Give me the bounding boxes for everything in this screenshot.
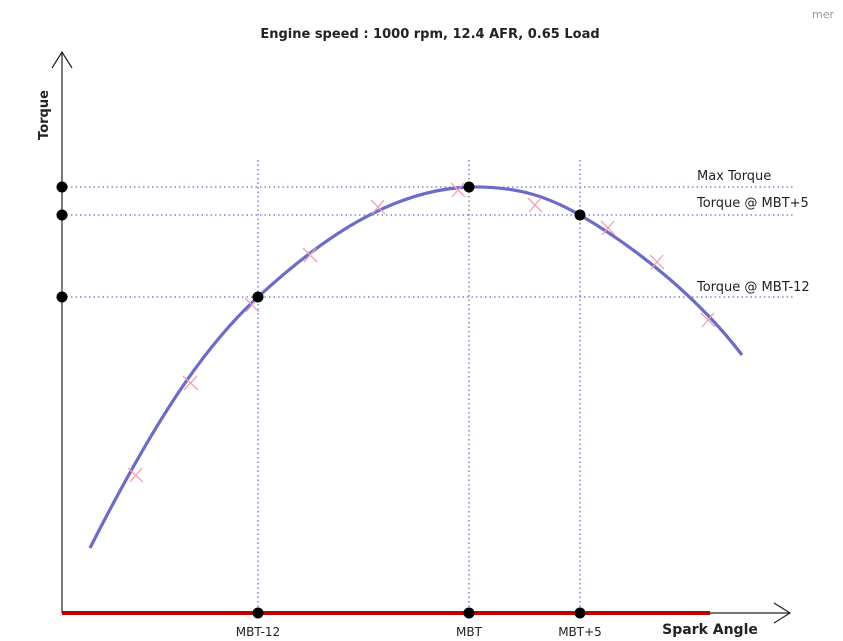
- point: [463, 607, 475, 619]
- y-arrow: [51, 50, 73, 69]
- points: [56, 181, 586, 619]
- x-axis-label: Spark Angle: [662, 622, 758, 638]
- corner-text: mer: [812, 8, 834, 21]
- curve-ticks: [127, 182, 716, 483]
- point: [252, 607, 264, 619]
- tick: [302, 247, 318, 263]
- tick: [700, 312, 716, 328]
- x-arrow: [773, 602, 792, 624]
- guide-lines: [62, 160, 795, 613]
- tick: [600, 220, 616, 236]
- x-marker-label: MBT-12: [236, 625, 280, 639]
- y-axis-label: Torque: [37, 90, 52, 140]
- tick: [649, 254, 665, 270]
- point: [574, 607, 586, 619]
- ref-label: Max Torque: [697, 169, 771, 184]
- torque-curve: [88, 185, 744, 549]
- tick: [450, 182, 466, 198]
- point: [56, 209, 68, 221]
- point: [463, 181, 475, 193]
- x-marker-label: MBT+5: [558, 625, 602, 639]
- point: [56, 291, 68, 303]
- tick: [182, 375, 199, 391]
- axes: [51, 50, 792, 624]
- point: [56, 181, 68, 193]
- ref-label: Torque @ MBT+5: [696, 196, 809, 211]
- x-marker-label: MBT: [456, 625, 483, 639]
- ref-label: Torque @ MBT-12: [696, 280, 810, 295]
- tick: [370, 199, 386, 215]
- point: [574, 209, 586, 221]
- tick: [127, 467, 144, 483]
- title: Engine speed : 1000 rpm, 12.4 AFR, 0.65 …: [260, 27, 599, 42]
- point: [252, 291, 264, 303]
- tick: [527, 197, 543, 213]
